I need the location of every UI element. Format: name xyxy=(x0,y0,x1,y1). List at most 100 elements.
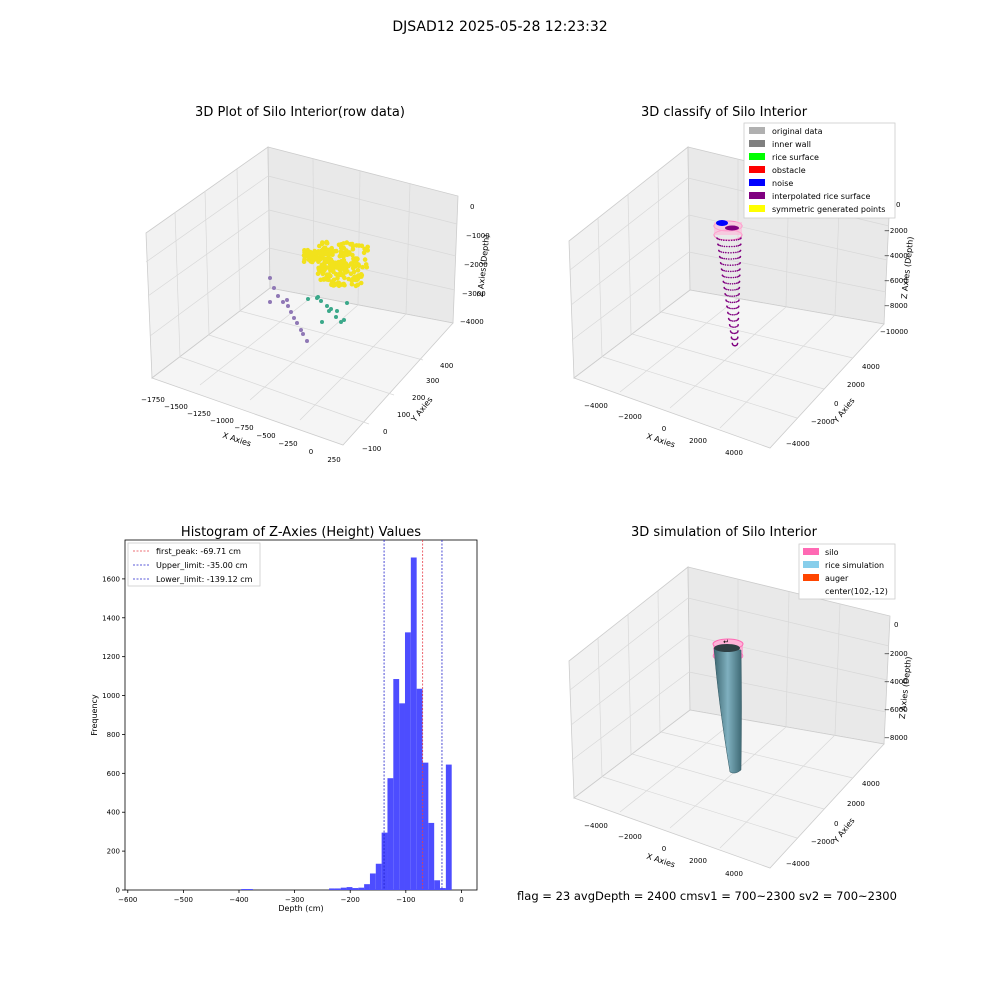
surface-point xyxy=(731,295,733,298)
surface-point xyxy=(727,252,730,254)
surface-point xyxy=(728,313,730,315)
surface-point xyxy=(733,314,735,316)
legend-label: rice simulation xyxy=(825,561,884,570)
scatter-point xyxy=(323,250,328,255)
surface-point xyxy=(724,276,726,278)
x-tick-label: −400 xyxy=(229,896,248,904)
x-axis-label: Depth (cm) xyxy=(278,904,323,913)
surface-point xyxy=(735,313,737,316)
surface-point xyxy=(733,338,736,341)
y-tick-labels: −100 0 100 200 300 400 xyxy=(362,362,453,453)
rice-simulation-cone xyxy=(713,647,742,774)
surface-point xyxy=(733,344,736,347)
scatter-point xyxy=(306,297,310,301)
legend-label: interpolated rice surface xyxy=(772,192,870,201)
histogram-bar xyxy=(434,880,441,890)
scatter-point xyxy=(345,301,349,305)
surface-point xyxy=(730,276,732,279)
x-tick-label: −600 xyxy=(118,896,137,904)
scatter-point xyxy=(342,275,347,281)
legend-swatch xyxy=(749,205,765,212)
surface-point xyxy=(738,293,740,295)
surface-point xyxy=(718,238,721,241)
x-tick-label: 4000 xyxy=(725,449,743,457)
legend-label: noise xyxy=(772,179,793,188)
surface-point xyxy=(732,289,734,291)
scatter-point xyxy=(311,256,317,261)
surface-point xyxy=(727,264,729,266)
surface-point xyxy=(734,289,736,291)
surface-point xyxy=(735,239,738,241)
surface-point xyxy=(737,317,740,320)
scatter-point xyxy=(354,260,359,266)
surface-point xyxy=(733,307,736,310)
surface-point xyxy=(737,238,740,241)
y-tick-label: 200 xyxy=(107,848,120,856)
x-tick-label: 2000 xyxy=(689,437,707,445)
z-tick-label: 0 xyxy=(896,201,900,209)
surface-point xyxy=(725,239,728,242)
scatter-point xyxy=(324,256,330,262)
x-tick-label: −300 xyxy=(285,896,304,904)
surface-point xyxy=(721,269,724,272)
legend-swatch xyxy=(749,127,765,134)
surface-point xyxy=(721,263,723,265)
scatter-point xyxy=(342,263,348,268)
surface-point xyxy=(729,295,731,297)
panel-raw-data: 3D Plot of Silo Interior(row data) −1750… xyxy=(141,105,491,464)
y-tick-label: 1000 xyxy=(102,692,120,700)
x-tick-label: 2000 xyxy=(689,857,707,865)
scatter-point xyxy=(320,271,326,277)
x-tick-label: 4000 xyxy=(725,870,743,878)
surface-point xyxy=(735,294,738,297)
surface-point xyxy=(732,332,734,335)
surface-point xyxy=(735,301,738,303)
z-axis-label: Z Axies (Depth) xyxy=(898,656,914,719)
scatter-point xyxy=(320,241,325,247)
histogram-bar xyxy=(399,703,405,890)
histogram-bar xyxy=(410,557,417,890)
surface-point xyxy=(740,237,742,239)
histogram-bar xyxy=(364,884,370,890)
legend: silo rice simulation auger center(102,-1… xyxy=(798,543,896,600)
scatter-point xyxy=(339,320,343,324)
y-tick-label: 600 xyxy=(107,770,120,778)
surface-point xyxy=(740,243,742,245)
surface-point xyxy=(731,320,734,322)
rice-surface-top xyxy=(714,644,740,652)
scatter-point xyxy=(276,294,280,298)
surface-point xyxy=(728,245,731,248)
z-tick-label: 0 xyxy=(894,621,898,629)
surface-point xyxy=(733,326,735,329)
y-tick-label: 0 xyxy=(834,820,838,828)
noise-cluster xyxy=(716,220,739,231)
scatter-point xyxy=(355,268,361,273)
scatter-point xyxy=(350,252,355,258)
y-tick-label: 200 xyxy=(412,394,425,402)
surface-point xyxy=(730,319,732,322)
scatter-point xyxy=(285,298,289,302)
surface-point xyxy=(729,289,732,291)
surface-point xyxy=(723,257,725,260)
scatter-point xyxy=(336,280,342,286)
chart-title: 3D simulation of Silo Interior xyxy=(631,525,818,540)
scatter-point xyxy=(319,263,325,268)
histogram-bar xyxy=(352,888,359,890)
scatter-point xyxy=(336,259,341,265)
surface-point xyxy=(728,258,730,260)
scatter-point xyxy=(319,299,323,303)
y-tick-label: 400 xyxy=(107,809,120,817)
legend-swatch xyxy=(749,153,765,160)
surface-point xyxy=(727,270,730,273)
y-tick-label: 300 xyxy=(426,377,439,385)
scatter-point xyxy=(341,241,347,246)
z-tick-labels: 0 −2000 −4000 −6000 −8000 −10000 xyxy=(880,201,908,336)
histogram-bar xyxy=(358,887,365,890)
surface-point xyxy=(725,282,727,285)
surface-point xyxy=(729,313,732,316)
surface-point xyxy=(737,324,739,326)
scatter-point xyxy=(362,246,367,252)
surface-point xyxy=(733,245,736,248)
axes-3d-box xyxy=(145,146,459,446)
y-tick-label: 100 xyxy=(397,411,410,419)
